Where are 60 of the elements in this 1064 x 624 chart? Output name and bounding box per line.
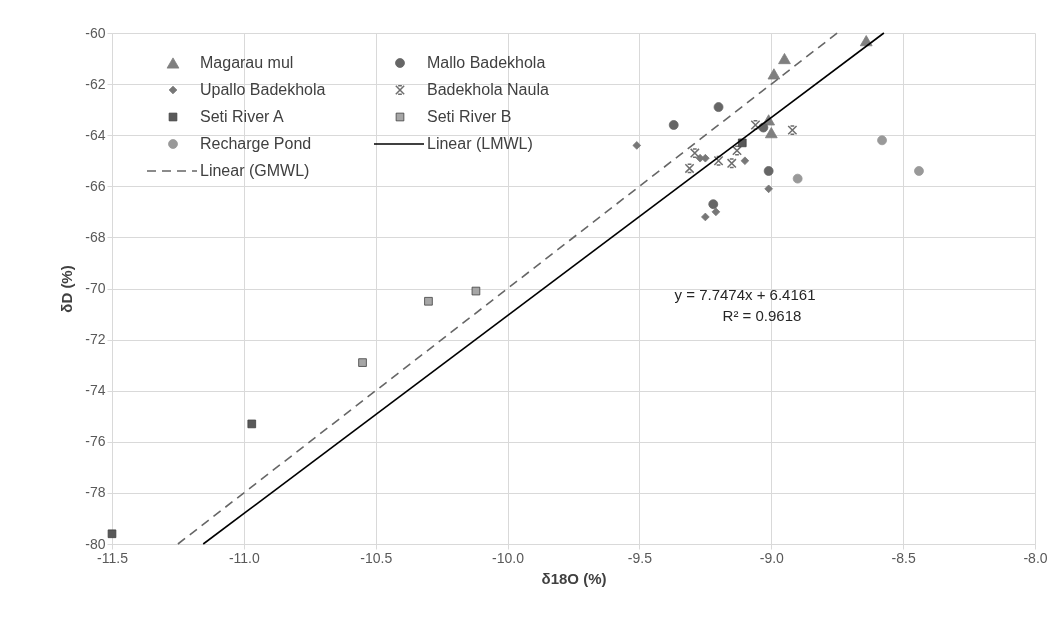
x-tick-label: -10.0	[492, 549, 525, 566]
y-tick-label: -60	[85, 24, 106, 41]
y-tick-label: -80	[85, 535, 106, 552]
point	[711, 207, 721, 217]
y-tick-label: -62	[85, 75, 106, 92]
legend-label: Linear (LMWL)	[427, 135, 533, 152]
y-tick-label: -70	[85, 280, 106, 296]
point	[358, 358, 367, 367]
legend-label: Magarau mul	[200, 54, 294, 71]
point	[701, 153, 710, 163]
y-tick-label: -66	[85, 177, 106, 194]
point	[471, 286, 481, 296]
point	[763, 166, 774, 176]
legend-label: Badekhola Naula	[427, 81, 549, 98]
point	[689, 148, 700, 159]
point	[778, 53, 791, 65]
x-tick-label: -9.5	[627, 549, 653, 566]
legend-label: Seti River B	[427, 108, 512, 125]
point	[732, 145, 742, 156]
annotation: y = 7.7474x + 6.4161	[674, 286, 816, 303]
legend-label: Linear (GMWL)	[200, 162, 310, 179]
y-tick-label: -72	[85, 331, 106, 348]
point	[632, 141, 642, 150]
y-tick-label: -78	[85, 484, 106, 501]
x-tick-label: -10.5	[360, 549, 393, 566]
x-tick-label: -11.5	[97, 549, 129, 566]
legend-label: Seti River A	[200, 108, 284, 125]
point	[701, 212, 710, 222]
point	[914, 166, 924, 176]
point	[792, 173, 803, 184]
point	[740, 156, 750, 166]
legend-label: Mallo Badekhola	[427, 54, 546, 71]
point	[713, 102, 724, 112]
point	[708, 199, 719, 210]
point	[764, 184, 773, 194]
point	[107, 529, 117, 539]
y-tick-label: -76	[85, 433, 106, 450]
point	[750, 120, 761, 130]
y-tick-label: -64	[85, 126, 106, 143]
y-axis-title: δD (%)	[58, 265, 76, 313]
x-tick-label: -8.0	[1023, 549, 1048, 566]
y-tick-label: -68	[85, 228, 106, 245]
y-tick-label: -74	[85, 382, 106, 399]
legend-label: Upallo Badekhola	[200, 81, 326, 98]
x-tick-label: -8.5	[891, 549, 916, 566]
point	[684, 163, 695, 174]
point	[787, 125, 798, 136]
point	[668, 120, 679, 130]
point	[713, 155, 724, 166]
point	[247, 419, 257, 429]
point	[726, 158, 737, 169]
x-tick-label: -11.0	[228, 549, 260, 566]
legend-label: Recharge Pond	[200, 135, 312, 152]
annotation: R² = 0.9618	[722, 307, 802, 324]
point	[424, 297, 433, 306]
point	[767, 68, 781, 80]
point	[877, 135, 887, 146]
x-axis-title: δ18O (%)	[541, 569, 607, 587]
x-tick-label: -9.0	[759, 549, 785, 566]
point	[764, 127, 778, 139]
